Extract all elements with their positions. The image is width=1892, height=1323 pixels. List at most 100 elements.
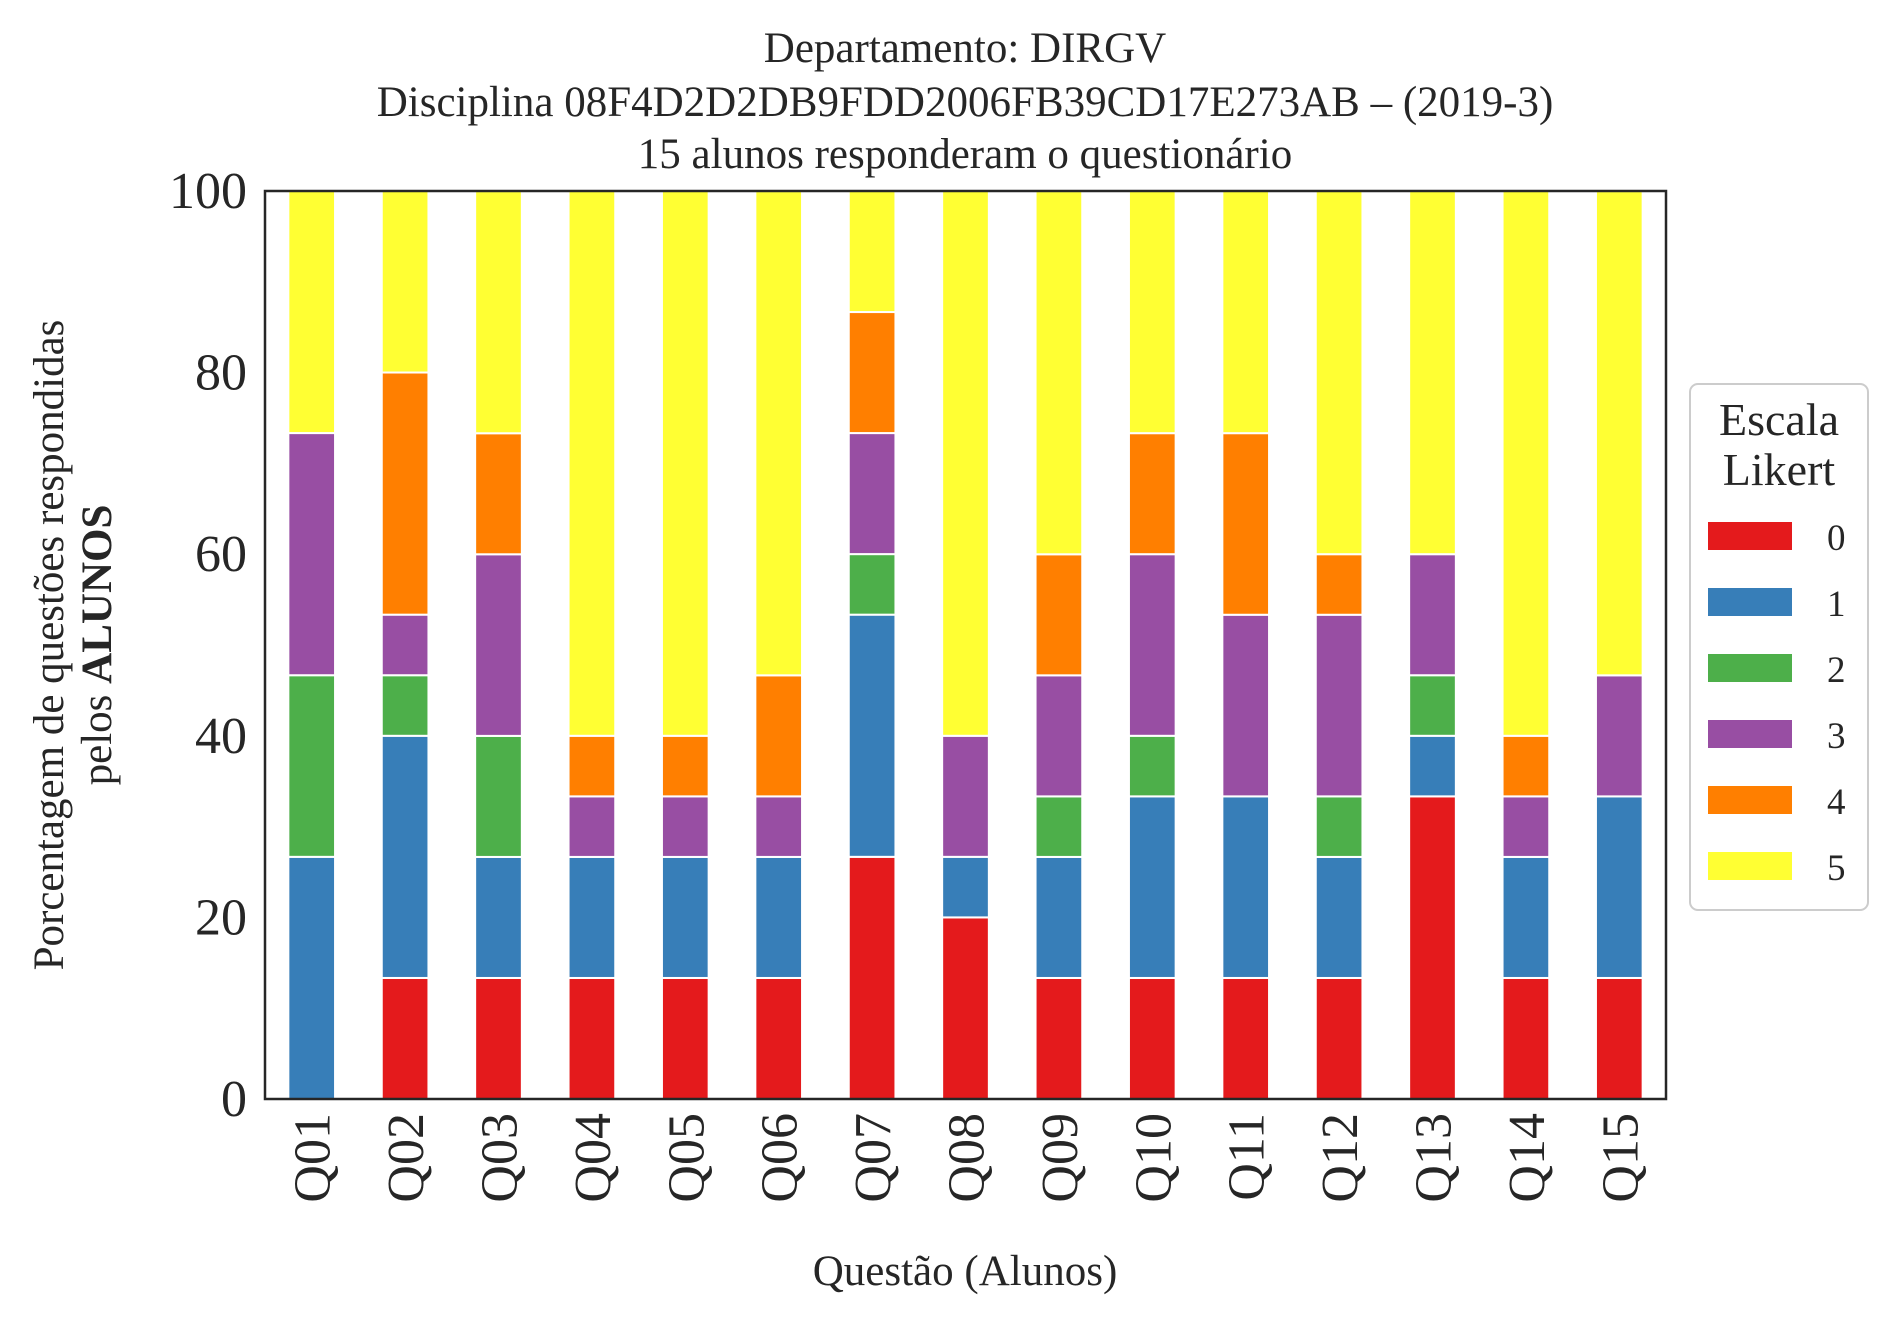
bar-segment-q09-scale-1: [1034, 855, 1084, 979]
bar-segment-q13-scale-3: [1408, 553, 1457, 677]
bar-segment-q06-scale-0: [754, 976, 804, 1101]
bar-segment-q10-scale-2: [1127, 734, 1177, 798]
bar-segment-q11-scale-0: [1221, 976, 1271, 1101]
legend-label-5: 5: [1827, 848, 1846, 889]
bar-segment-q02-scale-0: [380, 976, 430, 1101]
bar-segment-q10-scale-3: [1127, 553, 1177, 737]
x-tick-label-q05: Q05: [658, 1113, 715, 1203]
x-tick-label-q10: Q10: [1125, 1113, 1182, 1203]
bar-segment-q03-scale-0: [474, 976, 523, 1101]
y-axis-label-prefix: pelos: [74, 684, 121, 786]
bar-segment-q12-scale-2: [1314, 795, 1364, 858]
bar-segment-q04-scale-3: [567, 795, 617, 858]
bar-segment-q14-scale-1: [1501, 855, 1551, 979]
bar-segment-q09-scale-5: [1034, 190, 1084, 556]
y-axis-label-line-2: pelos ALUNOS: [74, 505, 121, 786]
bar-segment-q01-scale-5: [287, 189, 337, 435]
bar-segment-q04-scale-5: [567, 190, 617, 737]
bar-segment-q12-scale-0: [1314, 976, 1364, 1101]
bar-segment-q15-scale-1: [1594, 795, 1644, 979]
legend-title-line-2: Likert: [1723, 444, 1836, 495]
bar-segment-q11-scale-1: [1221, 795, 1271, 979]
bar-segment-q06-scale-4: [754, 674, 804, 798]
x-tick-label-q01: Q01: [285, 1113, 342, 1203]
bar-segment-q13-scale-1: [1408, 734, 1457, 798]
x-tick-label-q11: Q11: [1219, 1113, 1276, 1201]
bar-segment-q12-scale-1: [1314, 855, 1364, 979]
title-line-2: Disciplina 08F4D2D2DB9FDD2006FB39CD17E27…: [377, 79, 1554, 126]
bar-segment-q12-scale-3: [1314, 613, 1364, 798]
bar-segment-q03-scale-2: [474, 734, 523, 858]
x-tick-label-q06: Q06: [752, 1113, 809, 1203]
x-tick-label-q14: Q14: [1499, 1113, 1556, 1203]
bar-segment-q03-scale-4: [474, 432, 523, 556]
bar-segment-q13-scale-5: [1408, 190, 1457, 556]
legend-items: 0 1 2 3 4 5: [1708, 518, 1846, 889]
bar-segment-q14-scale-4: [1501, 734, 1551, 798]
legend-label-3: 3: [1827, 716, 1846, 757]
bar-segment-q02-scale-4: [380, 371, 430, 616]
x-axis-label: Questão (Alunos): [813, 1248, 1118, 1295]
bar-segment-q10-scale-0: [1127, 976, 1177, 1101]
legend-swatch-1: [1708, 588, 1792, 616]
legend-swatch-0: [1708, 522, 1792, 550]
bar-segment-q12-scale-4: [1314, 553, 1364, 616]
bar-segment-q08-scale-3: [941, 734, 990, 858]
bar-segment-q05-scale-0: [660, 976, 710, 1101]
bar-segment-q14-scale-0: [1501, 976, 1551, 1101]
bar-segment-q06-scale-3: [754, 795, 804, 858]
legend-swatch-5: [1708, 852, 1792, 880]
bar-segment-q15-scale-0: [1594, 976, 1644, 1101]
legend-title-line-1: Escala: [1719, 394, 1839, 445]
legend-label-0: 0: [1827, 518, 1846, 559]
y-tick-label: 0: [221, 1071, 247, 1128]
bar-segment-q03-scale-1: [474, 855, 523, 979]
bar-segment-q02-scale-3: [380, 613, 430, 677]
y-axis-ticks: 0 20 40 60 80 100: [169, 163, 247, 1128]
bars-layer: [287, 189, 1644, 1101]
title-line-1: Departamento: DIRGV: [764, 25, 1166, 72]
bar-segment-q07-scale-4: [847, 311, 897, 435]
bar-segment-q09-scale-4: [1034, 553, 1084, 677]
bar-segment-q12-scale-5: [1314, 190, 1364, 556]
legend-label-1: 1: [1827, 584, 1846, 625]
plot-frame: [263, 189, 1668, 1101]
y-tick-label: 40: [195, 708, 247, 765]
legend: Escala Likert 0 1 2 3 4 5: [1689, 383, 1869, 911]
bar-segment-q08-scale-5: [941, 190, 990, 737]
legend-swatch-2: [1708, 654, 1792, 682]
bar-segment-q09-scale-2: [1034, 795, 1084, 858]
bar-segment-q11-scale-3: [1221, 613, 1271, 798]
bar-segment-q10-scale-4: [1127, 432, 1177, 556]
bar-segment-q10-scale-5: [1127, 190, 1177, 435]
y-tick-label: 60: [195, 526, 247, 583]
legend-label-2: 2: [1827, 650, 1846, 691]
bar-segment-q07-scale-5: [847, 190, 897, 314]
y-tick-label: 100: [169, 163, 247, 220]
bar-segment-q04-scale-0: [567, 976, 617, 1101]
bar-segment-q13-scale-0: [1408, 795, 1457, 1100]
chart-title: Departamento: DIRGV Disciplina 08F4D2D2D…: [377, 25, 1554, 178]
bar-segment-q07-scale-3: [847, 432, 897, 556]
bar-segment-q09-scale-3: [1034, 674, 1084, 798]
y-tick-label: 20: [195, 889, 247, 946]
bar-segment-q07-scale-1: [847, 613, 897, 858]
bar-segment-q05-scale-5: [660, 190, 710, 737]
title-line-3: 15 alunos responderam o questionário: [638, 131, 1292, 178]
x-tick-label-q08: Q08: [939, 1113, 996, 1203]
x-tick-label-q03: Q03: [472, 1113, 529, 1203]
bar-segment-q15-scale-3: [1594, 674, 1644, 798]
bar-segment-q02-scale-1: [380, 734, 430, 979]
bar-segment-q04-scale-4: [567, 734, 617, 798]
y-axis-label-bold: ALUNOS: [74, 505, 121, 684]
y-tick-label: 80: [195, 345, 247, 402]
x-tick-label-q04: Q04: [565, 1113, 622, 1203]
bar-segment-q10-scale-1: [1127, 795, 1177, 979]
bar-segment-q08-scale-0: [941, 916, 990, 1101]
bar-segment-q15-scale-5: [1594, 190, 1644, 677]
x-tick-label-q12: Q12: [1312, 1113, 1369, 1203]
bar-segment-q01-scale-1: [287, 855, 337, 1101]
y-axis-label-line-1: Porcentagem de questões respondidas: [26, 320, 73, 971]
legend-box: [1689, 383, 1869, 911]
